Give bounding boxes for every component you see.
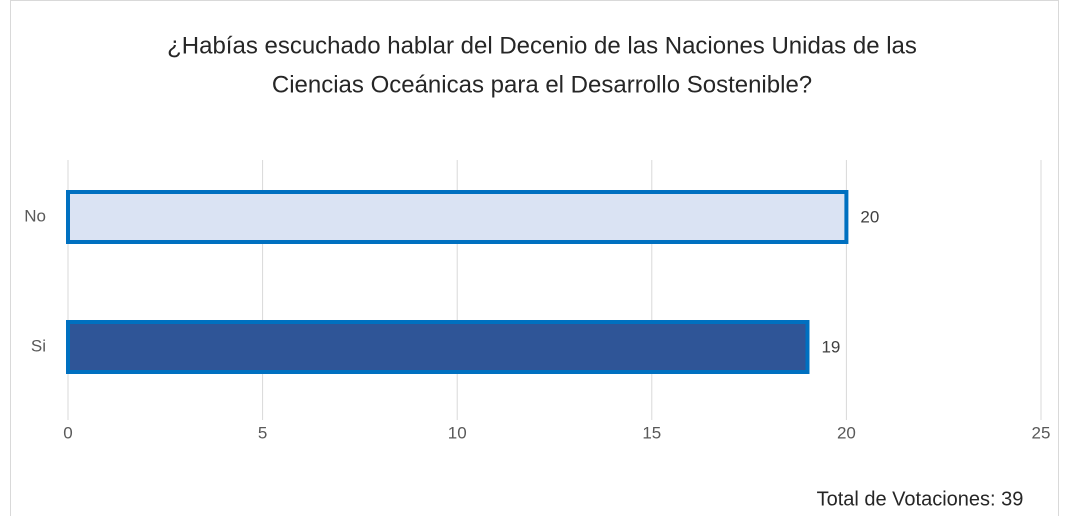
x-tick-label: 15	[642, 423, 661, 442]
x-tick-label: 25	[1032, 423, 1051, 442]
y-tick-label: No	[24, 206, 46, 225]
bar	[66, 190, 849, 244]
chart-title: Ciencias Oceánicas para el Desarrollo So…	[272, 71, 812, 98]
chart-title: ¿Habías escuchado hablar del Decenio de …	[167, 32, 917, 59]
x-tick-label: 10	[448, 423, 467, 442]
x-tick-label: 5	[258, 423, 267, 442]
annotation: Total de Votaciones: 39	[817, 488, 1024, 510]
x-tick-label: 20	[837, 423, 856, 442]
bar	[66, 320, 810, 374]
value-label: 19	[821, 337, 840, 356]
value-label: 20	[860, 207, 879, 226]
y-tick-label: Si	[31, 336, 46, 355]
chart-border	[10, 0, 1059, 516]
x-tick-label: 0	[63, 423, 72, 442]
